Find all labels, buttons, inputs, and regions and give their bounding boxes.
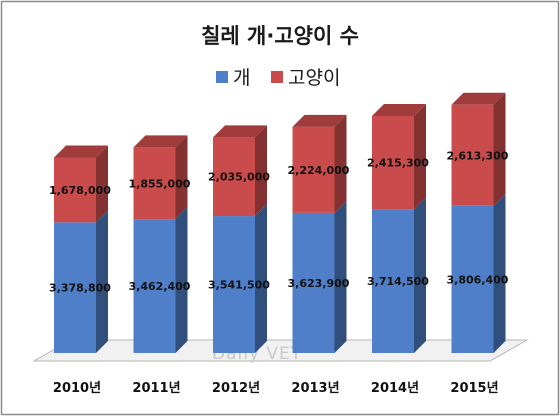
bar-cat-top-5 bbox=[451, 92, 506, 105]
bar-cat-2 bbox=[213, 137, 255, 217]
value-labels-group: 3,378,800 1,678,000 3,462,400 1,855,000 3,54… bbox=[49, 149, 509, 294]
bar-dog-5 bbox=[451, 205, 494, 353]
value-label-cat-5: 2,613,300 bbox=[447, 149, 509, 162]
bar-cat-side-4 bbox=[414, 103, 426, 210]
value-label-dog-0: 3,378,800 bbox=[49, 282, 111, 295]
category-label-2: 2012년 bbox=[212, 381, 260, 396]
value-label-dog-1: 3,462,400 bbox=[129, 280, 191, 293]
bar-cat-top-4 bbox=[372, 103, 426, 116]
bar-dog-2 bbox=[213, 216, 255, 353]
bar-cat-3 bbox=[292, 126, 335, 213]
bar-cat-side-0 bbox=[96, 145, 108, 223]
bar-dog-1 bbox=[133, 219, 176, 353]
value-label-cat-2: 2,035,000 bbox=[208, 171, 270, 184]
bar-dog-side-1 bbox=[175, 207, 188, 353]
legend-label-dog: 개 bbox=[233, 67, 250, 89]
bar-dog-0 bbox=[54, 222, 96, 353]
legend-swatch-cat bbox=[271, 71, 283, 83]
bar-dog-side-3 bbox=[334, 200, 347, 353]
bar-dog-side-2 bbox=[255, 204, 267, 353]
legend-label-cat: 고양이 bbox=[288, 67, 340, 89]
bar-cat-side-3 bbox=[334, 114, 347, 213]
bar-cat-top-0 bbox=[54, 145, 108, 158]
category-label-1: 2011년 bbox=[132, 381, 180, 396]
value-label-dog-4: 3,714,500 bbox=[367, 275, 429, 288]
bar-cat-top-1 bbox=[133, 135, 188, 148]
bar-dog-3 bbox=[292, 212, 335, 353]
bar-dog-side-5 bbox=[493, 193, 506, 353]
category-labels-group: 2010년 2011년 2012년 2013년 2014년 2015년 bbox=[53, 381, 499, 396]
value-label-dog-3: 3,623,900 bbox=[288, 277, 350, 290]
legend-swatch-dog bbox=[216, 71, 228, 83]
value-label-dog-5: 3,806,400 bbox=[447, 273, 509, 286]
bar-cat-side-1 bbox=[175, 135, 188, 220]
bar-dog-4 bbox=[372, 209, 414, 353]
bar-cat-top-3 bbox=[292, 114, 347, 127]
category-label-3: 2013년 bbox=[291, 381, 339, 396]
bar-dog-side-4 bbox=[414, 197, 426, 353]
chart-title: 칠레 개·고양이 수 bbox=[201, 24, 359, 48]
value-label-cat-3: 2,224,000 bbox=[288, 164, 350, 177]
bar-cat-4 bbox=[372, 115, 414, 210]
value-label-cat-1: 1,855,000 bbox=[129, 177, 191, 190]
value-label-cat-4: 2,415,300 bbox=[367, 157, 429, 170]
category-label-0: 2010년 bbox=[53, 381, 101, 396]
bar-dog-side-0 bbox=[96, 210, 108, 353]
value-label-cat-0: 1,678,000 bbox=[49, 184, 111, 197]
bar-cat-0 bbox=[54, 157, 96, 223]
category-label-4: 2014년 bbox=[371, 381, 419, 396]
bar-cat-side-5 bbox=[493, 92, 506, 206]
bar-cat-1 bbox=[133, 147, 176, 220]
bars-group bbox=[54, 92, 506, 353]
bar-cat-side-2 bbox=[255, 125, 267, 217]
category-label-5: 2015년 bbox=[450, 381, 498, 396]
bar-cat-5 bbox=[451, 104, 494, 206]
legend: 개 고양이 bbox=[216, 67, 340, 89]
value-label-dog-2: 3,541,500 bbox=[208, 279, 270, 292]
bar-cat-top-2 bbox=[213, 125, 267, 138]
